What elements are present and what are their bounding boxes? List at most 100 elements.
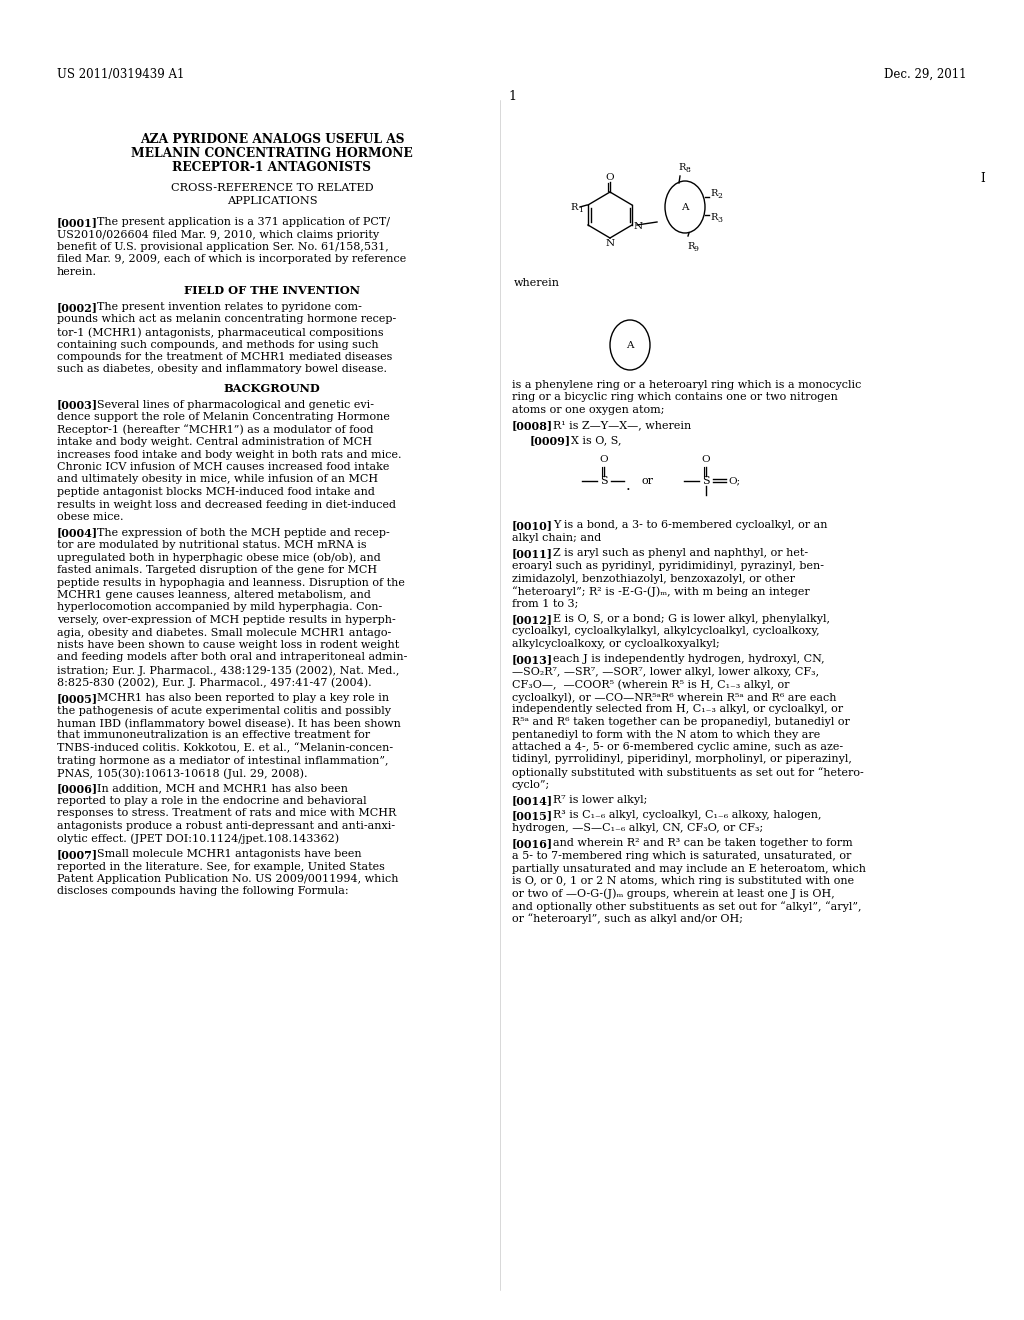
Text: 9: 9 [694,246,698,253]
Text: I: I [980,172,985,185]
Text: [0008]: [0008] [512,421,553,432]
Text: cyclo”;: cyclo”; [512,780,550,789]
Text: dence support the role of Melanin Concentrating Hormone: dence support the role of Melanin Concen… [57,412,390,422]
Text: Y is a bond, a 3- to 6-membered cycloalkyl, or an: Y is a bond, a 3- to 6-membered cycloalk… [553,520,827,531]
Text: independently selected from H, C₁₋₃ alkyl, or cycloalkyl, or: independently selected from H, C₁₋₃ alky… [512,705,843,714]
Text: [0015]: [0015] [512,810,553,821]
Text: PNAS, 105(30):10613-10618 (Jul. 29, 2008).: PNAS, 105(30):10613-10618 (Jul. 29, 2008… [57,768,307,779]
Text: that immunoneutralization is an effective treatment for: that immunoneutralization is an effectiv… [57,730,370,741]
Text: MCHR1 gene causes leanness, altered metabolism, and: MCHR1 gene causes leanness, altered meta… [57,590,371,601]
Text: 1: 1 [508,90,516,103]
Text: [0007]: [0007] [57,849,98,861]
Text: The expression of both the MCH peptide and recep-: The expression of both the MCH peptide a… [97,528,390,537]
Text: [0013]: [0013] [512,655,553,665]
Text: Several lines of pharmacological and genetic evi-: Several lines of pharmacological and gen… [97,400,374,409]
Text: 8: 8 [685,166,690,174]
Text: each J is independently hydrogen, hydroxyl, CN,: each J is independently hydrogen, hydrox… [553,655,824,664]
Text: [0011]: [0011] [512,549,553,560]
Text: A: A [681,203,689,213]
Text: Patent Application Publication No. US 2009/0011994, which: Patent Application Publication No. US 20… [57,874,398,884]
Text: 8:825-830 (2002), Eur. J. Pharmacol., 497:41-47 (2004).: 8:825-830 (2002), Eur. J. Pharmacol., 49… [57,677,372,688]
Text: discloses compounds having the following Formula:: discloses compounds having the following… [57,887,348,896]
Text: optionally substituted with substituents as set out for “hetero-: optionally substituted with substituents… [512,767,864,777]
Text: Small molecule MCHR1 antagonists have been: Small molecule MCHR1 antagonists have be… [97,849,361,859]
Text: or “heteroaryl”, such as alkyl and/or OH;: or “heteroaryl”, such as alkyl and/or OH… [512,913,743,924]
Text: istration; Eur. J. Pharmacol., 438:129-135 (2002), Nat. Med.,: istration; Eur. J. Pharmacol., 438:129-1… [57,665,399,676]
Text: such as diabetes, obesity and inflammatory bowel disease.: such as diabetes, obesity and inflammato… [57,364,387,375]
Text: R: R [710,213,718,222]
Text: nists have been shown to cause weight loss in rodent weight: nists have been shown to cause weight lo… [57,640,399,649]
Text: N: N [605,239,614,248]
Text: a 5- to 7-membered ring which is saturated, unsaturated, or: a 5- to 7-membered ring which is saturat… [512,851,851,861]
Text: tidinyl, pyrrolidinyl, piperidinyl, morpholinyl, or piperazinyl,: tidinyl, pyrrolidinyl, piperidinyl, morp… [512,755,852,764]
Text: obese mice.: obese mice. [57,512,124,521]
Text: partially unsaturated and may include an E heteroatom, which: partially unsaturated and may include an… [512,863,866,874]
Text: peptide results in hypophagia and leanness. Disruption of the: peptide results in hypophagia and leanne… [57,578,404,587]
Text: In addition, MCH and MCHR1 has also been: In addition, MCH and MCHR1 has also been [97,784,348,793]
Text: hyperlocomotion accompanied by mild hyperphagia. Con-: hyperlocomotion accompanied by mild hype… [57,602,382,612]
Text: APPLICATIONS: APPLICATIONS [226,195,317,206]
Text: or: or [642,477,654,487]
Text: AZA PYRIDONE ANALOGS USEFUL AS: AZA PYRIDONE ANALOGS USEFUL AS [139,133,404,147]
Text: O: O [600,454,608,463]
Text: atoms or one oxygen atom;: atoms or one oxygen atom; [512,405,665,414]
Text: fasted animals. Targeted disruption of the gene for MCH: fasted animals. Targeted disruption of t… [57,565,377,576]
Text: MCHR1 has also been reported to play a key role in: MCHR1 has also been reported to play a k… [97,693,389,704]
Text: increases food intake and body weight in both rats and mice.: increases food intake and body weight in… [57,450,401,459]
Text: results in weight loss and decreased feeding in diet-induced: results in weight loss and decreased fee… [57,499,396,510]
Text: antagonists produce a robust anti-depressant and anti-anxi-: antagonists produce a robust anti-depres… [57,821,395,832]
Text: 2: 2 [717,191,722,201]
Text: [0012]: [0012] [512,614,553,624]
Text: X is O, S,: X is O, S, [571,436,622,445]
Text: R: R [687,242,694,251]
Text: tor-1 (MCHR1) antagonists, pharmaceutical compositions: tor-1 (MCHR1) antagonists, pharmaceutica… [57,327,384,338]
Text: and wherein R² and R³ can be taken together to form: and wherein R² and R³ can be taken toget… [553,838,853,849]
Text: pounds which act as melanin concentrating hormone recep-: pounds which act as melanin concentratin… [57,314,396,325]
Text: zimidazolyl, benzothiazolyl, benzoxazolyl, or other: zimidazolyl, benzothiazolyl, benzoxazoly… [512,573,795,583]
Text: upregulated both in hyperphagic obese mice (ob/ob), and: upregulated both in hyperphagic obese mi… [57,553,381,564]
Text: intake and body weight. Central administration of MCH: intake and body weight. Central administ… [57,437,372,447]
Text: human IBD (inflammatory bowel disease). It has been shown: human IBD (inflammatory bowel disease). … [57,718,400,729]
Text: and feeding models after both oral and intraperitoneal admin-: and feeding models after both oral and i… [57,652,408,663]
Text: pentanediyl to form with the N atom to which they are: pentanediyl to form with the N atom to w… [512,730,820,739]
Text: [0014]: [0014] [512,795,553,807]
Text: CROSS-REFERENCE TO RELATED: CROSS-REFERENCE TO RELATED [171,183,374,193]
Text: [0009]: [0009] [530,436,571,446]
Text: BACKGROUND: BACKGROUND [223,383,321,393]
Text: peptide antagonist blocks MCH-induced food intake and: peptide antagonist blocks MCH-induced fo… [57,487,375,498]
Text: —SO₂R⁷, —SR⁷, —SOR⁷, lower alkyl, lower alkoxy, CF₃,: —SO₂R⁷, —SR⁷, —SOR⁷, lower alkyl, lower … [512,667,819,677]
Text: US 2011/0319439 A1: US 2011/0319439 A1 [57,69,184,81]
Text: TNBS-induced colitis. Kokkotou, E. et al., “Melanin-concen-: TNBS-induced colitis. Kokkotou, E. et al… [57,743,393,754]
Text: trating hormone as a mediator of intestinal inflammation”,: trating hormone as a mediator of intesti… [57,755,388,766]
Text: E is O, S, or a bond; G is lower alkyl, phenylalkyl,: E is O, S, or a bond; G is lower alkyl, … [553,614,830,624]
Text: [0004]: [0004] [57,528,98,539]
Text: [0016]: [0016] [512,838,553,850]
Text: A: A [627,341,634,350]
Text: cycloalkyl), or —CO—NR⁵ᵃR⁶ wherein R⁵ᵃ and R⁶ are each: cycloalkyl), or —CO—NR⁵ᵃR⁶ wherein R⁵ᵃ a… [512,692,837,702]
Text: the pathogenesis of acute experimental colitis and possibly: the pathogenesis of acute experimental c… [57,705,391,715]
Text: O: O [605,173,614,182]
Text: ring or a bicyclic ring which contains one or two nitrogen: ring or a bicyclic ring which contains o… [512,392,838,403]
Text: 3: 3 [717,216,722,224]
Text: [0001]: [0001] [57,216,98,228]
Text: olytic effect. (JPET DOI:10.1124/jpet.108.143362): olytic effect. (JPET DOI:10.1124/jpet.10… [57,833,339,843]
Text: reported in the literature. See, for example, United States: reported in the literature. See, for exa… [57,862,385,871]
Text: Chronic ICV infusion of MCH causes increased food intake: Chronic ICV infusion of MCH causes incre… [57,462,389,473]
Text: alkylcycloalkoxy, or cycloalkoxyalkyl;: alkylcycloalkoxy, or cycloalkoxyalkyl; [512,639,720,649]
Text: R: R [570,203,578,213]
Text: MELANIN CONCENTRATING HORMONE: MELANIN CONCENTRATING HORMONE [131,147,413,160]
Text: O: O [701,454,711,463]
Text: US2010/026604 filed Mar. 9, 2010, which claims priority: US2010/026604 filed Mar. 9, 2010, which … [57,230,379,239]
Text: compounds for the treatment of MCHR1 mediated diseases: compounds for the treatment of MCHR1 med… [57,352,392,362]
Text: responses to stress. Treatment of rats and mice with MCHR: responses to stress. Treatment of rats a… [57,808,396,818]
Text: [0003]: [0003] [57,400,98,411]
Text: eroaryl such as pyridinyl, pyridimidinyl, pyrazinyl, ben-: eroaryl such as pyridinyl, pyridimidinyl… [512,561,824,572]
Text: S: S [600,477,608,487]
Text: R: R [678,162,685,172]
Text: R: R [710,189,718,198]
Text: R⁷ is lower alkyl;: R⁷ is lower alkyl; [553,795,647,805]
Text: Z is aryl such as phenyl and naphthyl, or het-: Z is aryl such as phenyl and naphthyl, o… [553,549,808,558]
Text: herein.: herein. [57,267,97,277]
Text: R³ is C₁₋₆ alkyl, cycloalkyl, C₁₋₆ alkoxy, halogen,: R³ is C₁₋₆ alkyl, cycloalkyl, C₁₋₆ alkox… [553,810,821,821]
Text: and optionally other substituents as set out for “alkyl”, “aryl”,: and optionally other substituents as set… [512,902,861,912]
